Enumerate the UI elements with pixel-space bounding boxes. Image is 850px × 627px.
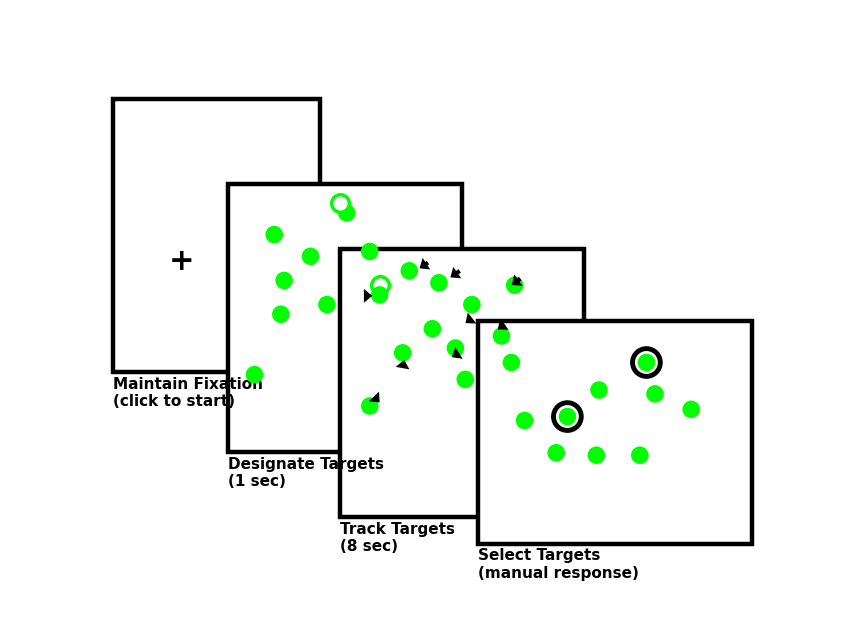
Point — [465, 300, 479, 310]
Point — [684, 404, 698, 414]
Bar — [479, 322, 751, 544]
Bar — [113, 99, 320, 372]
Point — [373, 290, 387, 300]
Point — [247, 369, 261, 379]
Text: Select Targets
(manual response): Select Targets (manual response) — [479, 549, 639, 581]
Point — [277, 275, 291, 285]
Point — [396, 348, 410, 358]
Point — [333, 198, 347, 208]
Point — [458, 374, 472, 384]
Point — [633, 450, 647, 460]
Point — [268, 229, 281, 240]
Point — [639, 357, 653, 367]
Point — [426, 324, 439, 334]
Point — [592, 385, 606, 395]
Text: Designate Targets
(1 sec): Designate Targets (1 sec) — [228, 456, 384, 489]
Point — [403, 266, 416, 276]
Text: +: + — [169, 246, 195, 276]
Bar — [228, 184, 462, 452]
Point — [274, 309, 287, 319]
Text: Track Targets
(8 sec): Track Targets (8 sec) — [340, 522, 455, 554]
Text: Maintain Fixation
(click to start): Maintain Fixation (click to start) — [113, 377, 263, 409]
Point — [495, 331, 508, 341]
Point — [320, 300, 334, 310]
Point — [590, 450, 604, 460]
Point — [561, 411, 575, 421]
Point — [649, 389, 662, 399]
Point — [449, 343, 462, 353]
Point — [549, 448, 563, 458]
Point — [639, 357, 653, 367]
Point — [340, 208, 354, 218]
Point — [373, 280, 387, 290]
Bar — [340, 249, 584, 517]
Point — [561, 411, 575, 421]
Point — [518, 416, 531, 426]
Point — [363, 246, 377, 256]
Point — [432, 278, 445, 288]
Point — [303, 251, 317, 261]
Point — [505, 357, 518, 367]
Point — [507, 280, 521, 290]
Point — [363, 401, 377, 411]
